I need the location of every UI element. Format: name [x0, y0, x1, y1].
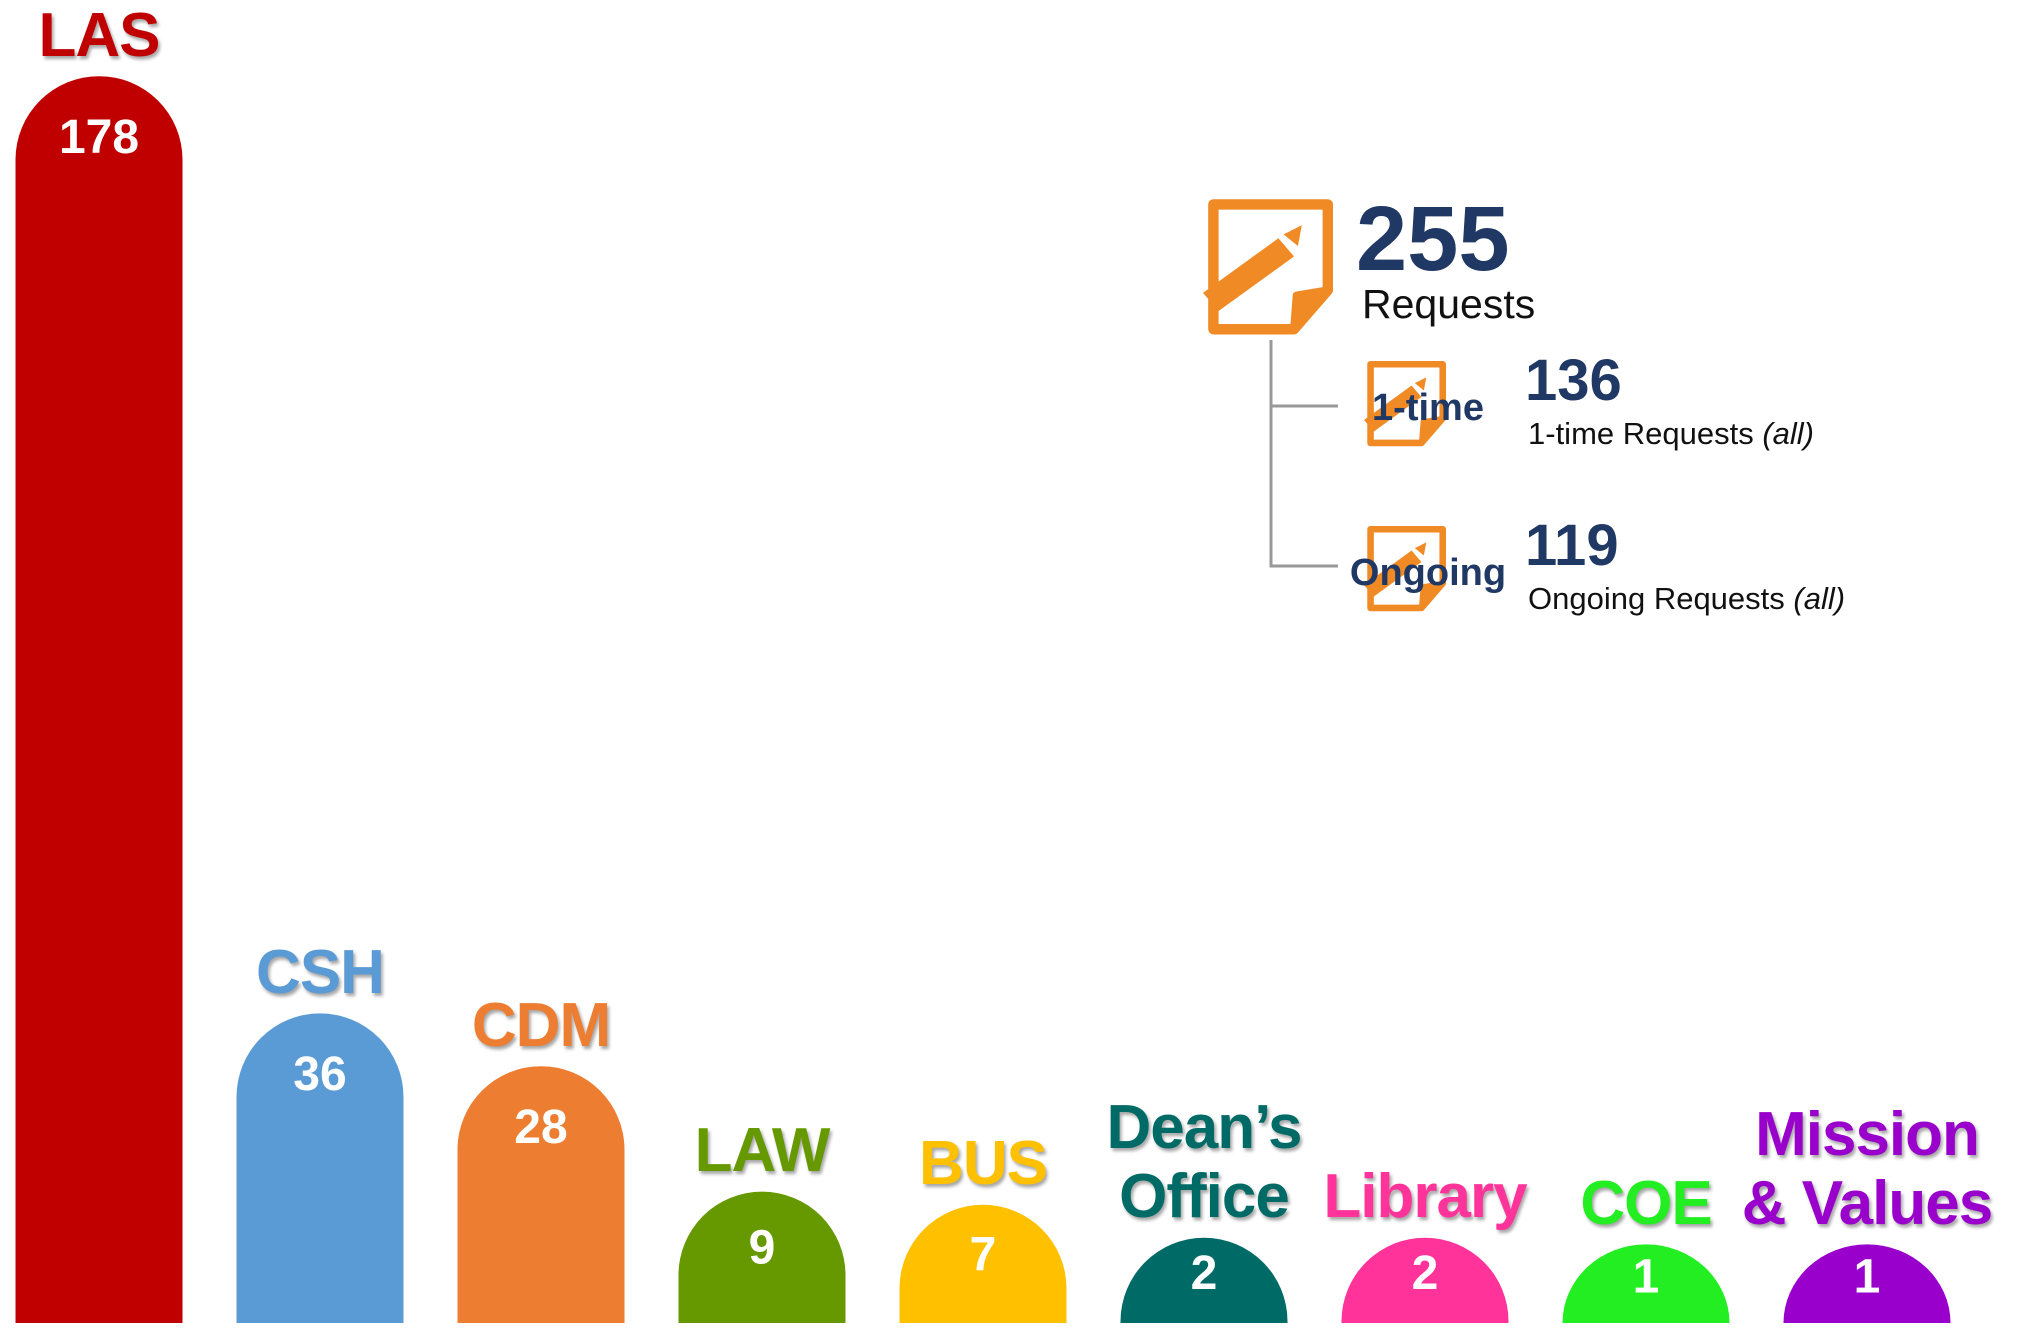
category-label: Dean’s Office [1106, 1092, 1302, 1232]
value-label: 28 [514, 1101, 567, 1154]
category-label: COE [1580, 1168, 1712, 1238]
bar [1562, 1244, 1730, 1323]
value-label: 178 [59, 111, 139, 164]
value-label: 36 [293, 1048, 346, 1101]
value-label: 1 [1854, 1250, 1881, 1303]
item-value: 119 [1525, 513, 1619, 578]
item-tag: 1-time [1372, 387, 1484, 429]
category-label: CSH [256, 937, 385, 1007]
value-label: 9 [749, 1221, 776, 1274]
tree-lines [1269, 340, 1338, 568]
item-tag: Ongoing [1350, 552, 1506, 594]
bar [236, 1013, 404, 1323]
bar [899, 1204, 1067, 1323]
value-label: 1 [1633, 1250, 1660, 1303]
item-note: (all) [1762, 416, 1814, 451]
item-label-text: Ongoing Requests [1528, 581, 1785, 616]
category-label: BUS [919, 1129, 1048, 1199]
requests-icon [1203, 204, 1328, 329]
item-note: (all) [1793, 581, 1845, 616]
total-value: 255 [1356, 188, 1510, 290]
category-label: Library [1323, 1162, 1527, 1232]
value-label: 2 [1191, 1247, 1218, 1300]
value-label: 7 [970, 1229, 997, 1282]
bar [15, 76, 183, 1324]
bar [678, 1191, 846, 1323]
bar [1783, 1244, 1951, 1323]
item-value: 136 [1525, 348, 1622, 413]
summary-panel: 255 Requests 1-time Ongoing 136 119 1-ti… [1203, 188, 1845, 616]
value-label: 2 [1412, 1247, 1439, 1300]
bar [1341, 1237, 1509, 1323]
category-label: Mission & Values [1741, 1099, 1993, 1238]
bar [457, 1066, 625, 1323]
category-label: LAW [694, 1116, 831, 1186]
item-label: 1-time Requests (all) [1528, 416, 1814, 451]
item-label: Ongoing Requests (all) [1528, 581, 1845, 616]
bar [1120, 1237, 1288, 1323]
category-label: LAS [38, 0, 161, 70]
total-label: Requests [1362, 281, 1535, 327]
category-label: CDM [471, 990, 611, 1060]
item-label-text: 1-time Requests [1528, 416, 1754, 451]
